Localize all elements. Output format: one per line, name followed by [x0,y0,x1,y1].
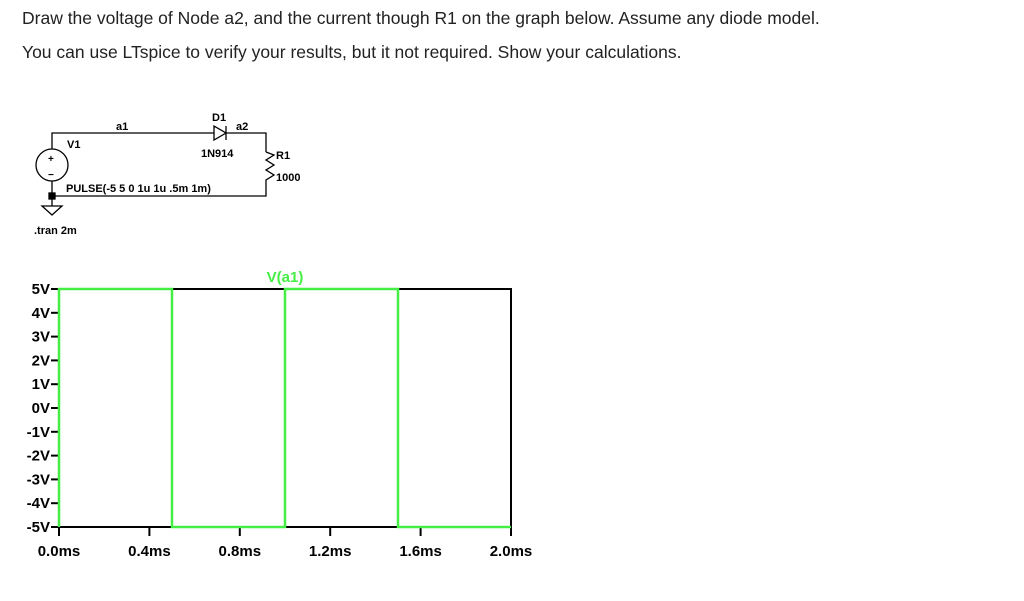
y-tick-label: -5V [27,519,50,536]
diode-model: 1N914 [201,148,234,160]
x-tick-label: 1.2ms [309,543,352,560]
wire-a1 [51,132,214,149]
resistor-name: R1 [276,150,290,162]
diode-d1 [213,124,228,142]
y-tick-label: 0V [32,400,50,417]
question-line-2: You can use LTspice to verify your resul… [22,42,682,62]
y-tick-label: 2V [32,352,50,369]
chart: 5V 4V 3V 2V 1V 0V -1V -2V -3V -4V -5V 0.0ms 0.4ms 0.… [27,269,533,560]
y-tick-label: -4V [27,495,50,512]
y-tick-label: 1V [32,376,50,393]
y-tick-label: -3V [27,471,50,488]
y-tick-label: 4V [32,305,50,322]
source-minus: − [48,170,54,181]
voltage-source-v1 [35,148,69,182]
x-tick-label: 0.8ms [219,543,262,560]
wire-a2 [226,132,267,152]
x-tick-label: 0.4ms [128,543,171,560]
ground-node [48,192,56,200]
series-line-v-a1 [57,287,511,529]
y-tick-label: 5V [32,281,50,298]
schematic [35,124,276,216]
source-plus: + [48,154,54,165]
tran-directive: .tran 2m [34,225,77,237]
source-value: PULSE(-5 5 0 1u 1u .5m 1m) [66,183,211,195]
chart-title: V(a1) [267,269,304,286]
resistor-r1 [51,151,276,197]
y-tick-label: 3V [32,329,50,346]
node-label-a2: a2 [236,121,248,133]
source-name: V1 [67,139,80,151]
x-tick-label: 1.6ms [399,543,442,560]
node-label-a1: a1 [116,121,128,133]
x-tick-label: 0.0ms [38,543,81,560]
y-tick-label: -1V [27,424,50,441]
x-tick-label: 2.0ms [490,543,533,560]
question-line-1: Draw the voltage of Node a2, and the cur… [22,8,820,28]
y-tick-label: -2V [27,448,50,465]
diode-name: D1 [212,112,226,124]
resistor-value: 1000 [276,172,300,184]
